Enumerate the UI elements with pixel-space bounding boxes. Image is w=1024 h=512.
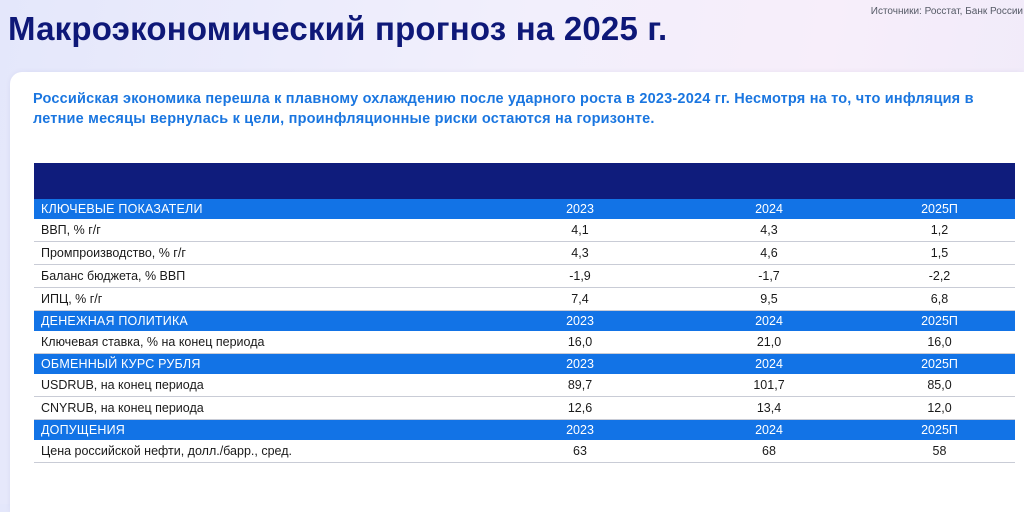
row-label: Промпроизводство, % г/г [34, 241, 454, 265]
cell-2025p: 58 [864, 440, 1015, 463]
table-row: CNYRUB, на конец периода 12,6 13,4 12,0 [34, 396, 1015, 420]
cell-2025p: 1,5 [864, 241, 1015, 265]
row-label: Баланс бюджета, % ВВП [34, 264, 454, 288]
table-row: Баланс бюджета, % ВВП -1,9 -1,7 -2,2 [34, 264, 1015, 288]
section-title: ДОПУЩЕНИЯ [34, 419, 454, 440]
table-row: USDRUB, на конец периода 89,7 101,7 85,0 [34, 374, 1015, 397]
cell-2024: 68 [664, 440, 864, 463]
cell-2025p: 16,0 [864, 331, 1015, 354]
table-row: ВВП, % г/г 4,1 4,3 1,2 [34, 219, 1015, 242]
row-label: Ключевая ставка, % на конец периода [34, 331, 454, 354]
column-header-2025p: 2025П [864, 310, 1015, 331]
content-card: Российская экономика перешла к плавному … [10, 72, 1024, 512]
column-header-2025p: 2025П [864, 353, 1015, 374]
section-header-exchange-rate: ОБМЕННЫЙ КУРС РУБЛЯ 2023 2024 2025П [34, 353, 1015, 374]
column-header-2024: 2024 [664, 419, 864, 440]
column-header-2023: 2023 [454, 199, 664, 219]
cell-2024: 9,5 [664, 287, 864, 311]
cell-2025p: 85,0 [864, 374, 1015, 397]
source-note: Источники: Росстат, Банк России [870, 6, 1023, 17]
row-label: CNYRUB, на конец периода [34, 396, 454, 420]
section-title: ОБМЕННЫЙ КУРС РУБЛЯ [34, 353, 454, 374]
row-label: Цена российской нефти, долл./барр., сред… [34, 440, 454, 463]
row-label: ВВП, % г/г [34, 219, 454, 242]
section-header-assumptions: ДОПУЩЕНИЯ 2023 2024 2025П [34, 419, 1015, 440]
section-header-monetary-policy: ДЕНЕЖНАЯ ПОЛИТИКА 2023 2024 2025П [34, 310, 1015, 331]
column-header-2024: 2024 [664, 310, 864, 331]
column-header-2023: 2023 [454, 419, 664, 440]
cell-2023: 16,0 [454, 331, 664, 354]
cell-2025p: 6,8 [864, 287, 1015, 311]
table-row: Ключевая ставка, % на конец периода 16,0… [34, 331, 1015, 354]
table-row: Промпроизводство, % г/г 4,3 4,6 1,5 [34, 241, 1015, 265]
cell-2023: 12,6 [454, 396, 664, 420]
row-label: ИПЦ, % г/г [34, 287, 454, 311]
row-label: USDRUB, на конец периода [34, 374, 454, 397]
lead-text: Российская экономика перешла к плавному … [33, 91, 974, 127]
page-title: Макроэкономический прогноз на 2025 г. [8, 10, 668, 47]
section-title: КЛЮЧЕВЫЕ ПОКАЗАТЕЛИ [34, 199, 454, 219]
cell-2024: 4,3 [664, 219, 864, 242]
table-row: Цена российской нефти, долл./барр., сред… [34, 440, 1015, 463]
cell-2023: 4,1 [454, 219, 664, 242]
cell-2023: 63 [454, 440, 664, 463]
forecast-table-container: КЛЮЧЕВЫЕ ПОКАЗАТЕЛИ 2023 2024 2025П ВВП,… [34, 163, 1015, 463]
cell-2025p: -2,2 [864, 264, 1015, 288]
cell-2025p: 1,2 [864, 219, 1015, 242]
column-header-2024: 2024 [664, 199, 864, 219]
column-header-2025p: 2025П [864, 199, 1015, 219]
column-header-2023: 2023 [454, 353, 664, 374]
table-row: ИПЦ, % г/г 7,4 9,5 6,8 [34, 287, 1015, 311]
cell-2024: -1,7 [664, 264, 864, 288]
column-header-2024: 2024 [664, 353, 864, 374]
table-top-bar [34, 163, 1015, 199]
cell-2024: 4,6 [664, 241, 864, 265]
section-header-key-indicators: КЛЮЧЕВЫЕ ПОКАЗАТЕЛИ 2023 2024 2025П [34, 199, 1015, 219]
cell-2024: 13,4 [664, 396, 864, 420]
cell-2023: 7,4 [454, 287, 664, 311]
forecast-table: КЛЮЧЕВЫЕ ПОКАЗАТЕЛИ 2023 2024 2025П ВВП,… [34, 199, 1015, 463]
cell-2024: 21,0 [664, 331, 864, 354]
cell-2023: 89,7 [454, 374, 664, 397]
section-title: ДЕНЕЖНАЯ ПОЛИТИКА [34, 310, 454, 331]
cell-2023: 4,3 [454, 241, 664, 265]
column-header-2025p: 2025П [864, 419, 1015, 440]
cell-2025p: 12,0 [864, 396, 1015, 420]
cell-2024: 101,7 [664, 374, 864, 397]
cell-2023: -1,9 [454, 264, 664, 288]
column-header-2023: 2023 [454, 310, 664, 331]
